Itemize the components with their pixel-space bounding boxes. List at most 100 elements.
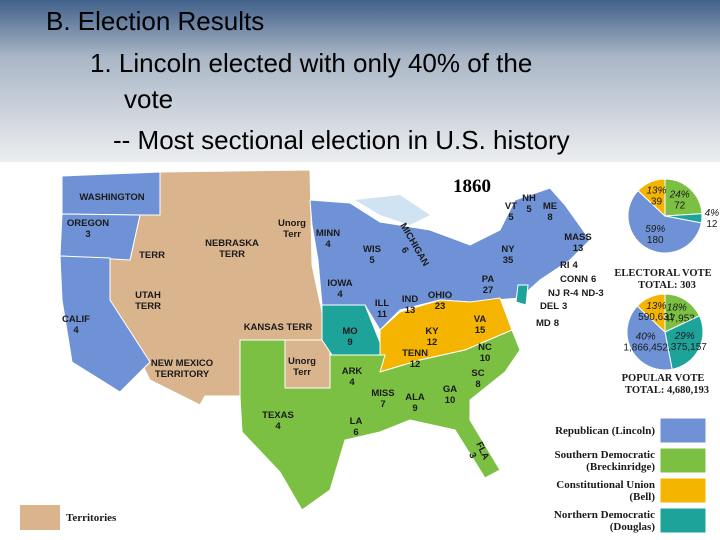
region-label-line: VT [505, 201, 517, 212]
region-label-line: DEL [540, 301, 559, 312]
region-label-line: ILL [375, 298, 389, 309]
region-label-line: LA [350, 416, 363, 427]
legend-label: (Douglas) [610, 521, 656, 533]
pie-slice [627, 189, 702, 254]
region-label-line: WASHINGTON [79, 192, 144, 203]
region-label-line: 5 [526, 204, 532, 215]
slice-percent: 40% [636, 332, 656, 343]
region-label-line: MINN [316, 228, 340, 239]
pie-slice [636, 293, 666, 334]
region-label: MASS 13 [564, 232, 591, 254]
region-label-line: 4 [349, 377, 355, 388]
region-label-line: Unorg [288, 356, 316, 367]
slice-percent: 24% [669, 189, 690, 200]
region-label: PA 27 [482, 274, 495, 296]
region-label-line: 12 [427, 337, 438, 348]
slice-votes: 180 [647, 235, 664, 246]
region-label-line: 9 [412, 403, 417, 414]
region-label-line: IOWA [327, 278, 352, 289]
region-label-line: OREGON [67, 218, 109, 229]
region-label-line: TERRITORY [155, 369, 210, 380]
region-label: WASHINGTON [79, 192, 144, 203]
region-label-line: 13 [573, 243, 584, 254]
region-label-line: CONN [560, 274, 588, 285]
region-label: ILL 11 [375, 298, 389, 320]
region-label-line: KY [425, 326, 439, 337]
header-band [0, 0, 720, 162]
region-label-line: 7 [380, 399, 385, 410]
region-label-line: 3 [562, 301, 567, 312]
region-label-line: NC [478, 342, 492, 353]
region-label: IND 13 [402, 294, 419, 316]
region-label-line: 10 [445, 395, 456, 406]
region-label-line: 5 [369, 255, 375, 266]
legend-swatch [659, 507, 707, 534]
region-label-line: MO [342, 326, 357, 337]
region-label-line: Terr [283, 229, 301, 240]
legend-swatch [659, 447, 707, 474]
republican-region [59, 255, 151, 393]
region-label-line: TEXAS [262, 410, 294, 421]
region-label: MISS 7 [371, 388, 394, 410]
region-label-line: GA [443, 384, 457, 395]
region-label: OHIO 23 [428, 290, 452, 312]
region-label: DEL 3 [540, 301, 567, 312]
slice-votes: 590,631 [638, 312, 675, 323]
region-label-line: 8 [547, 212, 552, 223]
region-label-line: SC [471, 368, 484, 379]
region-label-line: ARK [342, 366, 363, 377]
slice-percent: 13% [646, 301, 666, 312]
region-label-line: 4 [73, 325, 79, 336]
region-label-line: 35 [503, 255, 514, 266]
legend-label: Southern Democratic [554, 449, 655, 461]
region-label-line: TERR [139, 250, 165, 261]
region-label: NY 35 [501, 244, 515, 266]
region-label-line: 9 [347, 337, 352, 348]
region-label-line: MASS [564, 232, 591, 243]
region-label-line: NEBRASKA [205, 238, 259, 249]
region-label-line: OHIO [428, 290, 452, 301]
slice-percent: 29% [674, 331, 695, 342]
region-label: CALIF 4 [62, 314, 90, 336]
pie-slice [626, 305, 673, 371]
region-label-line: R-4 [563, 288, 579, 299]
region-label: VT 5 [505, 201, 517, 223]
southern-democratic-region [239, 329, 521, 511]
region-label: KY 12 [425, 326, 439, 348]
slice-percent: 13% [646, 185, 666, 196]
region-label-line: Terr [293, 367, 311, 378]
northern-democratic-region [515, 284, 529, 306]
region-label: Unorg Terr [288, 356, 316, 378]
region-label-line: 6 [591, 274, 596, 285]
slice-percent: 4% [705, 208, 720, 219]
region-label-line: MD [536, 318, 551, 329]
region-label-line: WIS [363, 244, 381, 255]
pie-slice [664, 293, 701, 333]
pie-total: TOTAL: 303 [638, 280, 696, 291]
map-title: 1860 [453, 176, 491, 197]
region-label-line: NEW MEXICO [151, 358, 213, 369]
region-label-line: 13 [405, 305, 416, 316]
slice-percent: 59% [645, 224, 665, 235]
region-label: VA 15 [474, 314, 487, 336]
region-label-line: TENN [402, 348, 428, 359]
region-label-line: ME [543, 201, 557, 212]
legend-label: Northern Democratic [554, 509, 655, 521]
region-label: MD 8 [536, 318, 559, 329]
region-label: IOWA 4 [327, 278, 352, 300]
region-label-line: 4 [325, 239, 331, 250]
region-label-line: VA [474, 314, 487, 325]
pie-slice [637, 178, 666, 218]
legend-swatch [659, 477, 707, 504]
region-label-line: 3 [85, 229, 90, 240]
region-label-line: KANSAS TERR [244, 322, 313, 333]
slice-votes: 72 [674, 200, 686, 211]
region-label: MINN 4 [316, 228, 340, 250]
header-line: vote [124, 84, 173, 114]
region-label: WIS 5 [363, 244, 381, 266]
region-label: OREGON 3 [67, 218, 109, 240]
region-label-line: TERR [135, 301, 161, 312]
region-label-line: NH [522, 193, 536, 204]
region-label-line: 23 [435, 301, 446, 312]
region-label: UTAH TERR [135, 290, 161, 312]
